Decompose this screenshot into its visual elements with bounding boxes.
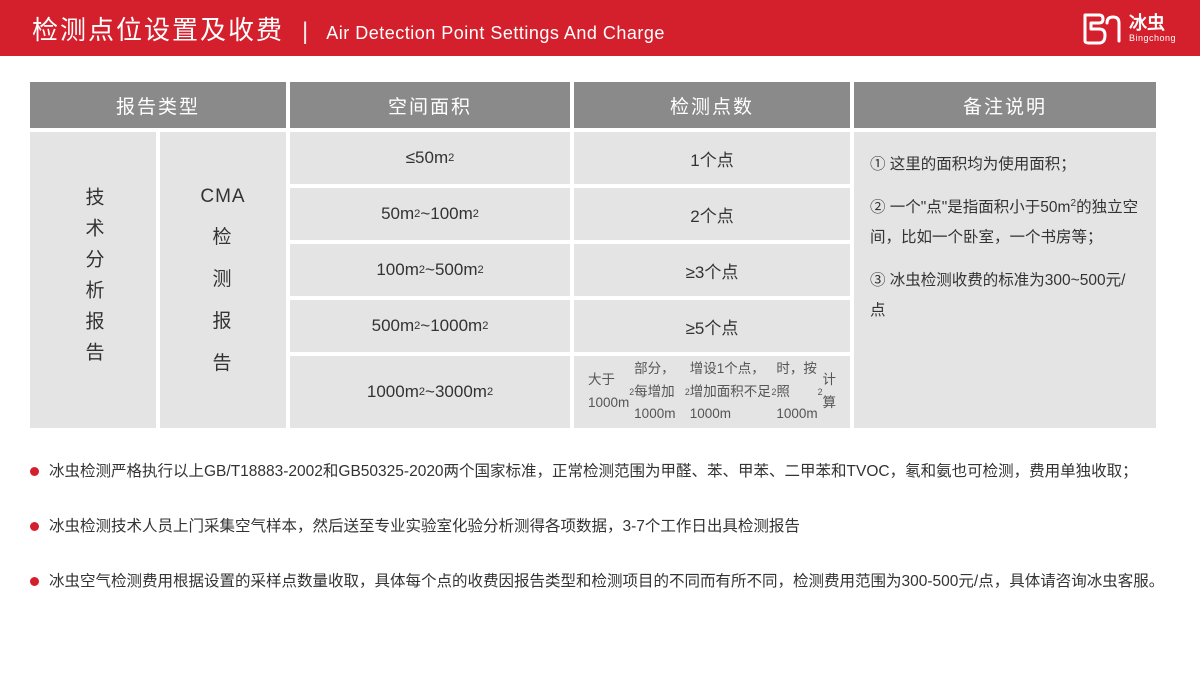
area-cell: 50m2~100m2 (290, 188, 570, 240)
cma-cn-label: 检 测 报 告 (212, 217, 233, 384)
header-divider: | (302, 18, 308, 46)
area-cell: ≤50m2 (290, 132, 570, 184)
header-title-group: 检测点位设置及收费 | Air Detection Point Settings… (32, 10, 665, 47)
logo-text-cn: 冰虫 (1129, 14, 1176, 32)
col-header-report-type: 报告类型 (30, 82, 286, 128)
col-header-area: 空间面积 (290, 82, 570, 128)
points-cell: ≥5个点 (574, 300, 850, 352)
page-header: 检测点位设置及收费 | Air Detection Point Settings… (0, 0, 1200, 56)
cma-en-label: CMA (200, 176, 245, 218)
bullet-dot-icon (30, 467, 39, 476)
side-note-2: ② 一个"点"是指面积小于50m2的独立空间，比如一个卧室，一个书房等； (870, 193, 1140, 252)
logo-text-en: Bingchong (1129, 34, 1176, 43)
side-note-3: ③ 冰虫检测收费的标准为300~500元/点 (870, 266, 1140, 325)
pricing-table: 报告类型 空间面积 检测点数 备注说明 技术分析报告 CMA 检 测 报 告 ≤… (30, 82, 1170, 428)
header-title-cn: 检测点位设置及收费 (32, 10, 284, 47)
bullet-text: 冰虫检测技术人员上门采集空气样本，然后送至专业实验室化验分析测得各项数据，3-7… (49, 511, 800, 542)
bullet-dot-icon (30, 522, 39, 531)
table-section: 报告类型 空间面积 检测点数 备注说明 技术分析报告 CMA 检 测 报 告 ≤… (0, 56, 1200, 428)
col-header-notes: 备注说明 (854, 82, 1156, 128)
side-note-1: ① 这里的面积均为使用面积； (870, 150, 1140, 179)
bullet-item: 冰虫空气检测费用根据设置的采样点数量收取，具体每个点的收费因报告类型和检测项目的… (30, 566, 1170, 597)
points-cell-long: 大于1000m2部分，每增加1000m2增设1个点，增加面积不足1000m2时，… (574, 356, 850, 428)
points-cell: ≥3个点 (574, 244, 850, 296)
logo-mark-icon (1081, 11, 1121, 45)
points-cell: 1个点 (574, 132, 850, 184)
area-cell: 100m2~500m2 (290, 244, 570, 296)
col-header-points: 检测点数 (574, 82, 850, 128)
bullet-item: 冰虫检测严格执行以上GB/T18883-2002和GB50325-2020两个国… (30, 456, 1170, 487)
area-cell: 1000m2~3000m2 (290, 356, 570, 428)
bullet-item: 冰虫检测技术人员上门采集空气样本，然后送至专业实验室化验分析测得各项数据，3-7… (30, 511, 1170, 542)
area-cell: 500m2~1000m2 (290, 300, 570, 352)
bullet-text: 冰虫空气检测费用根据设置的采样点数量收取，具体每个点的收费因报告类型和检测项目的… (49, 566, 1164, 597)
report-type-cma: CMA 检 测 报 告 (160, 132, 286, 428)
bullet-list: 冰虫检测严格执行以上GB/T18883-2002和GB50325-2020两个国… (0, 428, 1200, 597)
bullet-text: 冰虫检测严格执行以上GB/T18883-2002和GB50325-2020两个国… (49, 456, 1138, 487)
report-type-tech: 技术分析报告 (30, 132, 156, 428)
brand-logo: 冰虫 Bingchong (1081, 11, 1176, 45)
bullet-dot-icon (30, 577, 39, 586)
header-title-en: Air Detection Point Settings And Charge (326, 23, 665, 44)
points-cell: 2个点 (574, 188, 850, 240)
side-notes: ① 这里的面积均为使用面积； ② 一个"点"是指面积小于50m2的独立空间，比如… (854, 132, 1156, 428)
